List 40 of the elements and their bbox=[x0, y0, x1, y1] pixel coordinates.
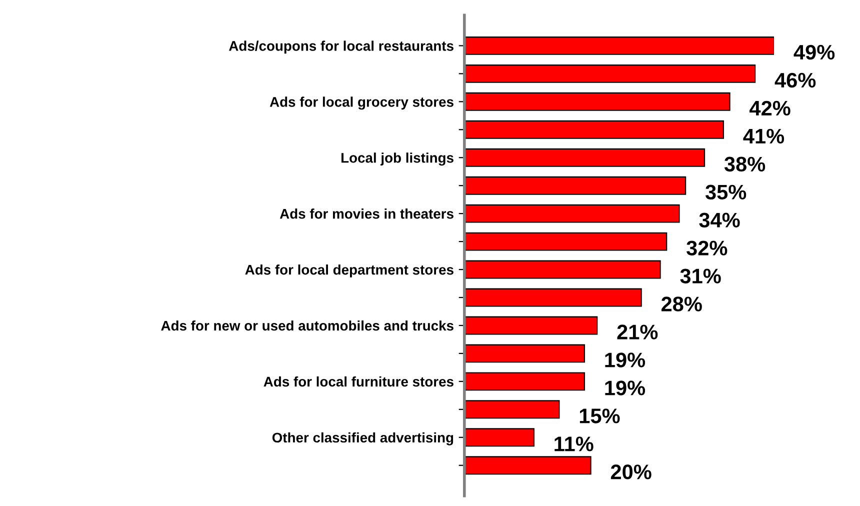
bar bbox=[464, 456, 592, 475]
y-tick-label: Local job listings bbox=[341, 152, 454, 166]
data-label: 38% bbox=[724, 156, 766, 172]
bar bbox=[464, 428, 534, 447]
bar bbox=[464, 176, 686, 195]
y-tick-label: Ads for movies in theaters bbox=[280, 208, 454, 219]
bar bbox=[464, 148, 706, 167]
data-label: 34% bbox=[699, 212, 740, 228]
data-label: 35% bbox=[705, 184, 746, 200]
bar bbox=[464, 120, 724, 139]
data-label: 41% bbox=[743, 128, 784, 144]
bar bbox=[464, 64, 756, 83]
data-label: 31% bbox=[680, 268, 721, 284]
bar bbox=[464, 400, 560, 419]
data-label: 28% bbox=[661, 296, 702, 312]
bar bbox=[464, 372, 586, 391]
data-label: 21% bbox=[617, 324, 658, 340]
data-label: 42% bbox=[750, 100, 790, 116]
bar bbox=[464, 316, 598, 335]
bar bbox=[464, 260, 661, 279]
data-label: 15% bbox=[580, 408, 620, 424]
y-tick-label: Ads/coupons for local restaurants bbox=[228, 40, 454, 54]
y-tick-label: Ads for local furniture stores bbox=[264, 376, 454, 387]
data-label: 49% bbox=[794, 44, 835, 60]
data-label: 19% bbox=[605, 380, 646, 396]
y-tick-label: Ads for local grocery stores bbox=[270, 96, 454, 110]
data-label: 32% bbox=[686, 240, 728, 256]
bar bbox=[464, 92, 730, 111]
bar bbox=[464, 344, 586, 363]
data-label: 20% bbox=[610, 464, 652, 480]
data-label: 46% bbox=[774, 72, 816, 88]
y-tick-label: Ads for local department stores bbox=[245, 264, 454, 278]
y-tick-label: Ads for new or used automobiles and trucks bbox=[161, 320, 454, 331]
bar bbox=[464, 288, 642, 307]
bar bbox=[464, 204, 680, 223]
bar bbox=[464, 36, 774, 55]
bar bbox=[464, 232, 668, 251]
y-tick-label: Other classified advertising bbox=[272, 432, 454, 446]
data-label: 19% bbox=[605, 352, 646, 368]
data-label: 11% bbox=[554, 436, 594, 452]
